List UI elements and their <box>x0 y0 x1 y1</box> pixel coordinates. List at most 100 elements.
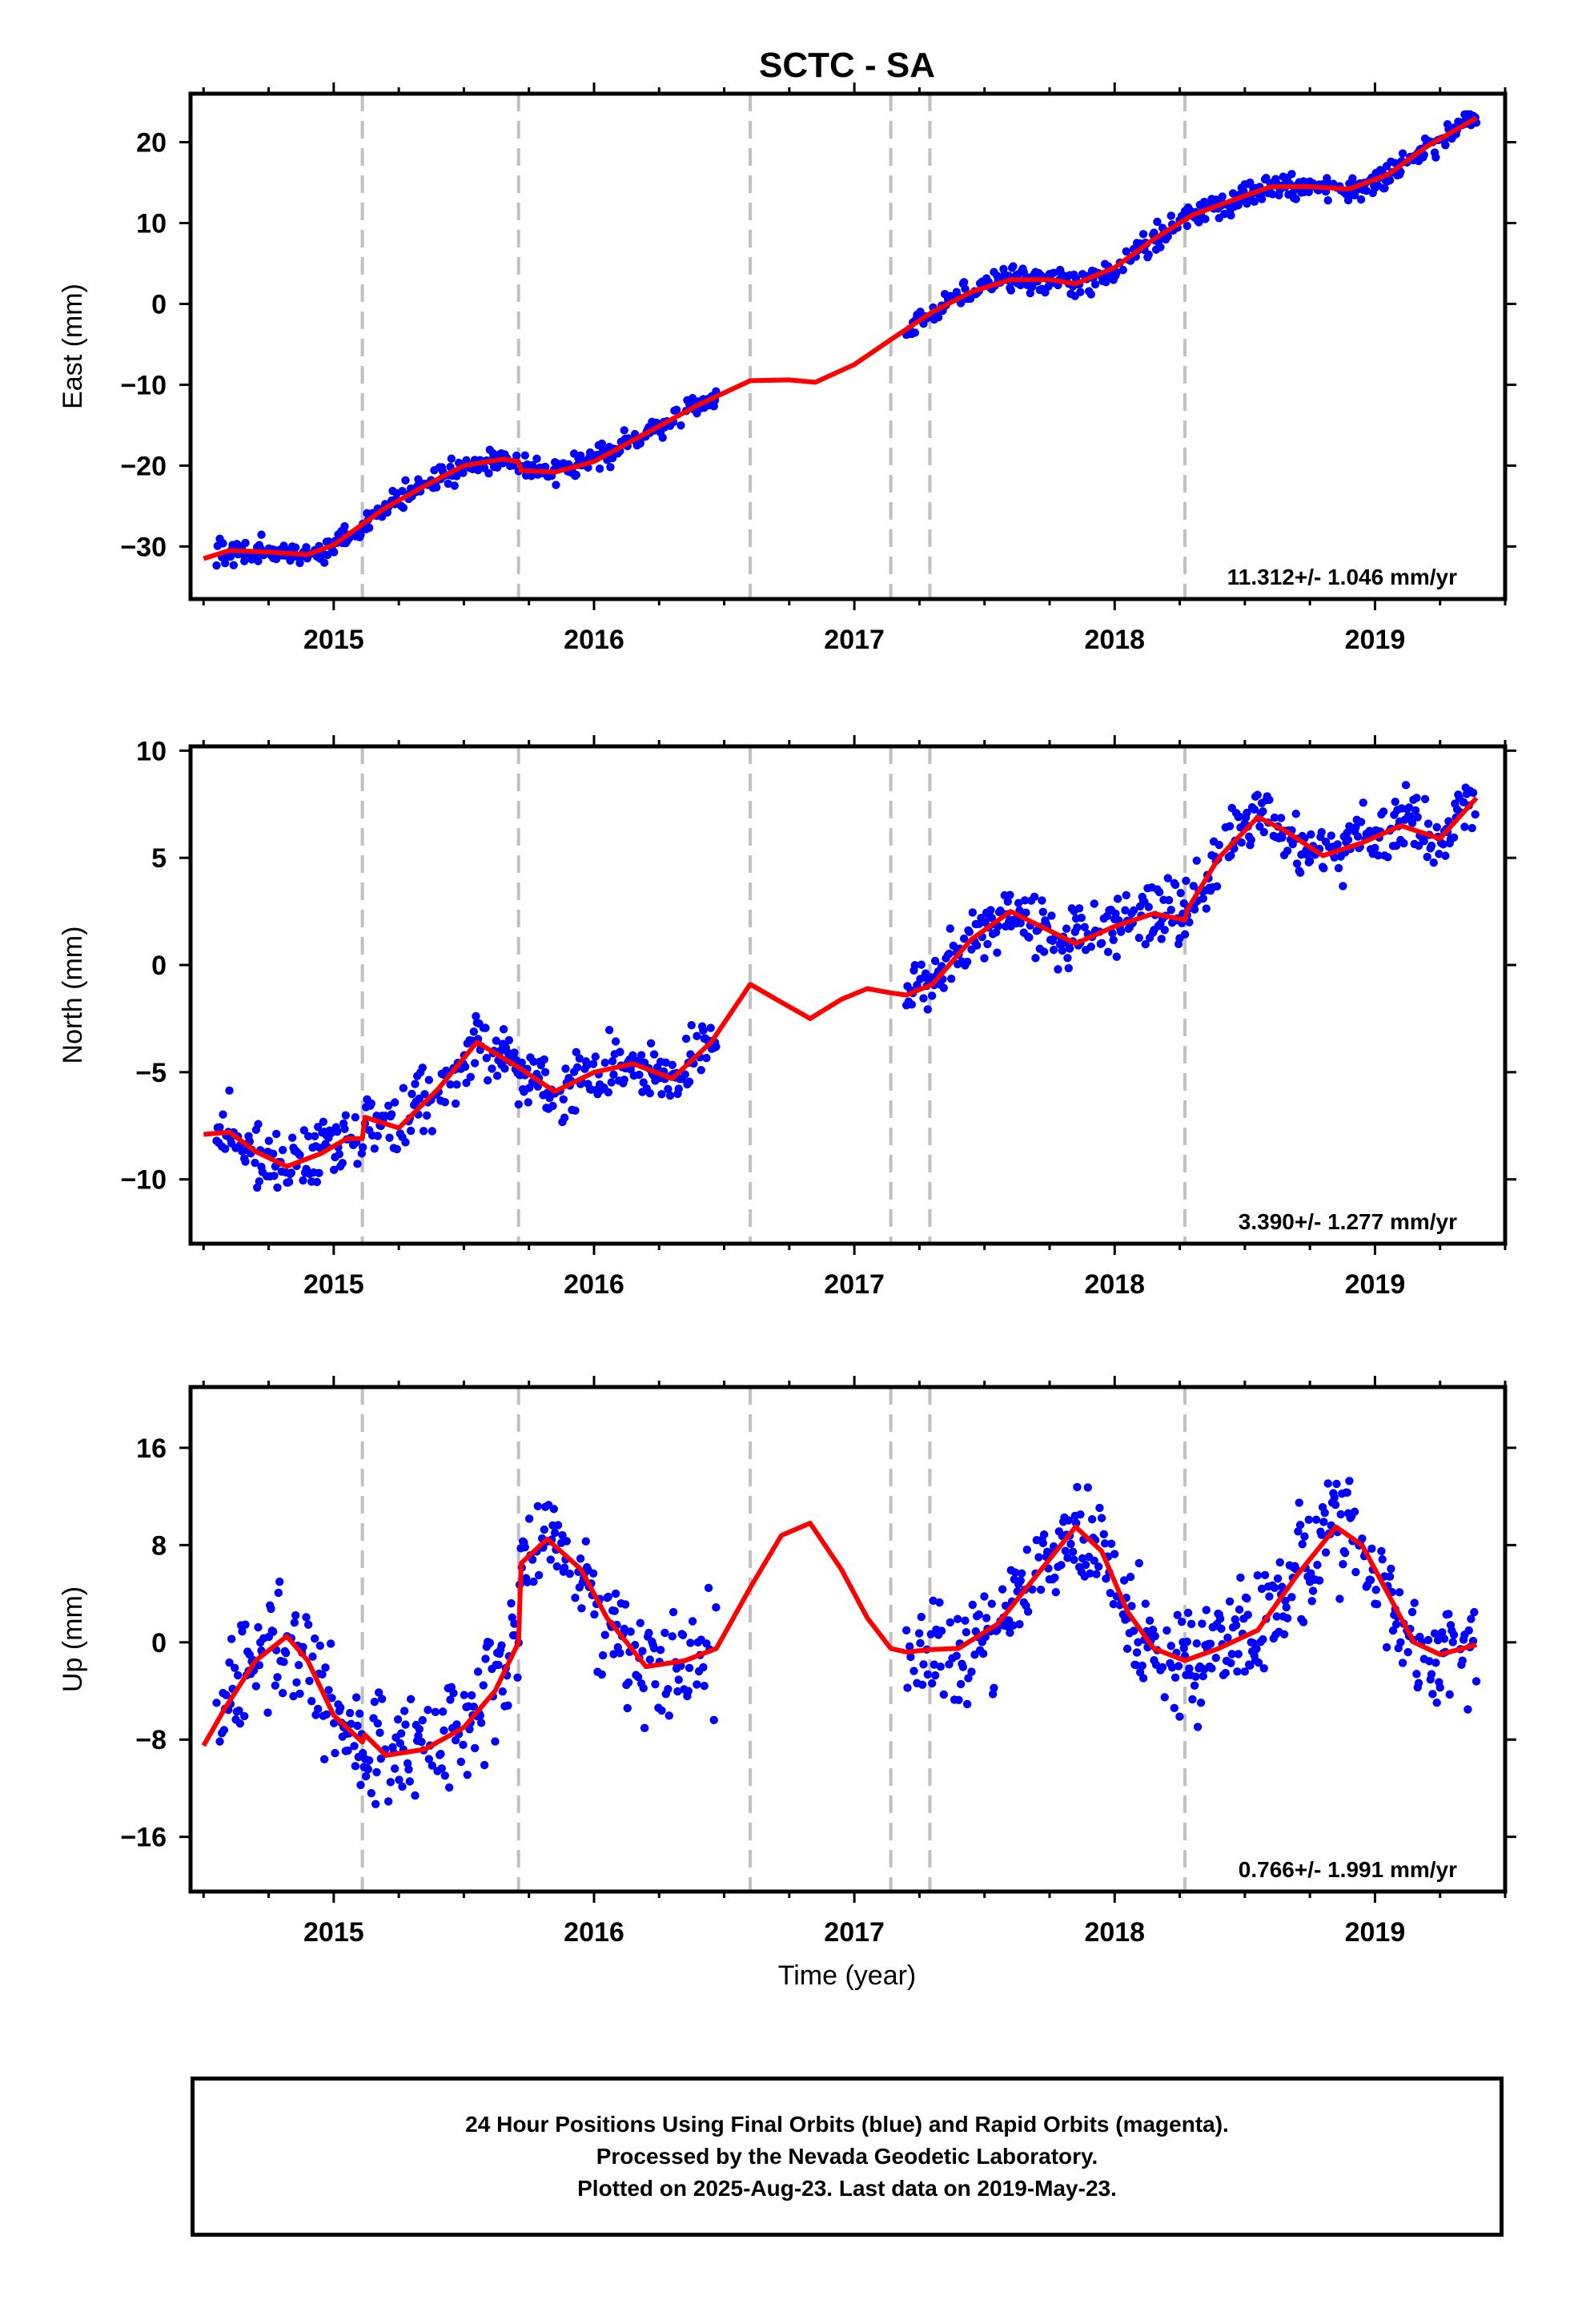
data-point <box>225 1658 234 1667</box>
data-point <box>946 924 955 933</box>
data-point <box>1353 832 1363 841</box>
y-tick-label: −30 <box>120 532 167 562</box>
data-point <box>1145 1616 1154 1625</box>
data-point <box>1116 927 1126 936</box>
data-point <box>1078 1554 1087 1563</box>
x-tick-label: 2017 <box>824 1269 885 1300</box>
data-point <box>1407 818 1417 827</box>
data-point <box>268 1627 278 1636</box>
data-point <box>1083 1483 1092 1492</box>
data-point <box>395 1775 404 1784</box>
data-point <box>1287 1593 1296 1602</box>
data-point <box>1144 903 1153 911</box>
data-point <box>411 1791 420 1800</box>
x-tick-label: 2017 <box>824 625 885 655</box>
data-point <box>959 278 969 287</box>
data-point <box>404 1765 413 1774</box>
data-point <box>212 561 221 570</box>
data-point <box>335 1703 345 1712</box>
data-point <box>968 908 978 917</box>
data-point <box>331 1748 339 1758</box>
data-point <box>438 1707 448 1716</box>
data-point <box>215 1737 224 1746</box>
data-point <box>1414 1679 1423 1687</box>
data-point <box>326 1639 335 1648</box>
data-point <box>604 1025 614 1035</box>
data-point <box>305 1676 314 1686</box>
data-point <box>393 1715 403 1724</box>
data-point <box>1273 1574 1283 1583</box>
data-point <box>974 1610 984 1619</box>
data-point <box>674 1675 683 1684</box>
data-point <box>546 1555 555 1564</box>
data-point <box>1237 838 1246 847</box>
data-point <box>600 1058 609 1068</box>
data-point <box>364 1756 374 1765</box>
data-point <box>255 1177 264 1186</box>
data-point <box>215 1123 224 1132</box>
data-point <box>1243 199 1251 208</box>
data-point <box>270 1172 279 1180</box>
data-point <box>609 1650 618 1659</box>
data-point <box>1202 1606 1211 1614</box>
data-point <box>1073 1482 1082 1492</box>
data-point <box>644 1628 653 1638</box>
data-point <box>1092 1570 1101 1578</box>
data-point <box>1064 963 1073 973</box>
data-point <box>219 1726 229 1735</box>
x-tick-label: 2019 <box>1345 1269 1406 1300</box>
data-point <box>1343 828 1351 837</box>
data-point <box>315 1641 325 1651</box>
data-point <box>1132 1648 1142 1657</box>
data-point <box>623 1703 632 1713</box>
data-point <box>1407 1607 1417 1617</box>
data-point <box>595 464 604 473</box>
data-point <box>504 1035 513 1045</box>
data-point <box>452 1080 461 1089</box>
data-point <box>343 1746 352 1755</box>
data-point <box>1464 1626 1473 1635</box>
data-point <box>1164 895 1174 905</box>
data-point <box>1138 230 1148 239</box>
x-tick-label: 2015 <box>303 1269 364 1300</box>
data-point <box>1087 1514 1097 1524</box>
data-point <box>327 1694 336 1703</box>
data-point <box>396 1729 406 1738</box>
x-tick-label: 2018 <box>1084 1917 1145 1948</box>
data-point <box>1006 286 1016 295</box>
data-point <box>1166 1642 1175 1651</box>
data-point <box>952 1651 962 1660</box>
data-point <box>510 1619 519 1628</box>
data-point <box>375 1728 384 1737</box>
data-point <box>1356 195 1366 204</box>
data-point <box>980 1592 989 1601</box>
data-point <box>257 530 266 539</box>
data-point <box>1270 1583 1279 1593</box>
data-point <box>606 463 615 472</box>
data-point <box>639 1683 648 1693</box>
data-point <box>1173 1610 1182 1619</box>
data-point <box>1158 1663 1167 1672</box>
data-point <box>1016 1576 1026 1585</box>
data-point <box>1095 1503 1104 1513</box>
data-point <box>635 1070 644 1080</box>
data-point <box>235 1706 243 1715</box>
data-point <box>284 1177 294 1187</box>
data-point <box>1110 1550 1119 1558</box>
data-point <box>273 1673 282 1682</box>
data-point <box>1003 897 1013 907</box>
data-point <box>367 1099 376 1108</box>
data-point <box>1215 1614 1225 1623</box>
data-point <box>1423 1635 1433 1645</box>
data-point <box>688 1617 697 1626</box>
data-point <box>271 1681 280 1690</box>
data-point <box>572 470 580 480</box>
data-point <box>1371 1586 1380 1594</box>
data-point <box>684 1687 693 1695</box>
data-point <box>954 1695 963 1705</box>
data-point <box>657 1706 666 1715</box>
data-point <box>514 1100 523 1109</box>
data-point <box>1307 1569 1315 1578</box>
x-tick-label: 2018 <box>1084 625 1145 655</box>
data-point <box>484 468 493 478</box>
